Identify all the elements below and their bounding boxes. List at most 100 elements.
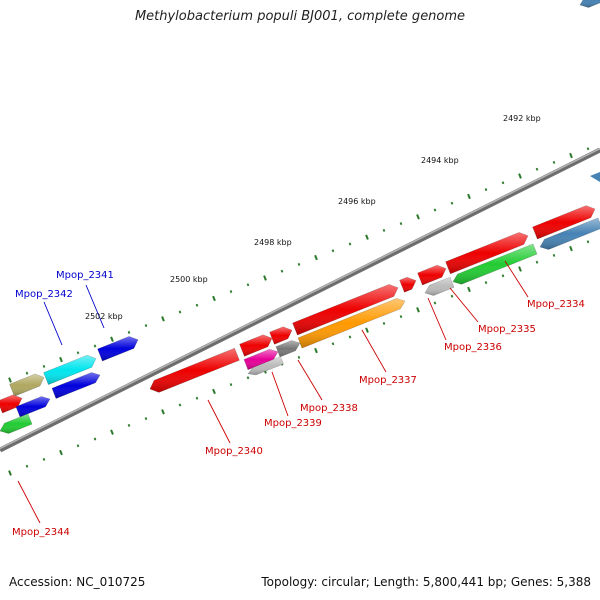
tick-mark: [535, 260, 539, 264]
tick-mark: [467, 286, 471, 293]
gene-block-small-shading: [399, 277, 416, 293]
label-leader: [361, 329, 387, 373]
tick-label: 2496 kbp: [338, 197, 376, 206]
tick-mark: [552, 160, 556, 164]
tick-mark: [314, 347, 318, 354]
tick-mark: [331, 342, 335, 346]
gene-label-mpop_2341[interactable]: Mpop_2341: [56, 270, 114, 281]
gene-label-mpop_2334[interactable]: Mpop_2334: [527, 299, 585, 310]
gene-label-mpop_2342[interactable]: Mpop_2342: [15, 289, 73, 300]
tick-mark: [314, 254, 318, 261]
tick-mark: [246, 376, 250, 380]
tick-mark: [161, 316, 165, 322]
tick-mark: [484, 188, 488, 192]
tick-mark: [42, 457, 46, 461]
tick-mark: [8, 470, 12, 476]
gene-block-blue2-shading: [52, 372, 100, 399]
label-leader: [207, 399, 231, 444]
tick-mark: [25, 371, 29, 375]
tick-mark: [127, 423, 131, 427]
tick-mark: [399, 222, 403, 226]
tick-label: 2494 kbp: [421, 156, 459, 165]
label-leader: [297, 359, 323, 401]
tick-mark: [450, 294, 454, 298]
gene-features: [0, 0, 600, 434]
tick-label: 2502 kbp: [85, 312, 123, 321]
tick-mark: [263, 275, 267, 281]
label-leader: [85, 284, 105, 329]
outer-tick-ring: [8, 147, 590, 383]
gene-block-2339-shading: [244, 349, 278, 370]
map-title: Methylobacterium populi BJ001, complete …: [134, 9, 466, 24]
gene-block-2337-shading: [298, 298, 405, 349]
tick-mark: [195, 396, 199, 400]
gene-block-2336-shading: [417, 265, 446, 285]
tick-mark: [297, 262, 301, 266]
tick-mark: [42, 364, 46, 368]
gene-block-top-shading: [580, 0, 600, 8]
label-leader: [504, 260, 529, 298]
gene-block-2334-shading: [532, 205, 595, 239]
tick-mark: [382, 321, 386, 325]
tick-mark: [229, 383, 233, 387]
tick-mark: [93, 437, 97, 441]
tick-mark: [178, 403, 182, 407]
gene-block-2344-shading: [0, 413, 32, 434]
gene-block-2337a-shading: [292, 284, 398, 335]
gene-label-mpop_2338[interactable]: Mpop_2338: [300, 403, 358, 414]
tick-mark: [161, 409, 165, 415]
gene-label-mpop_2335[interactable]: Mpop_2335: [478, 324, 536, 335]
tick-mark: [535, 167, 539, 171]
tick-labels: 2492 kbp 2494 kbp 2496 kbp 2498 kbp 2500 kbp…: [85, 114, 541, 321]
label-leader: [17, 480, 41, 524]
tick-mark: [229, 290, 233, 294]
tick-mark: [25, 464, 29, 468]
tick-mark: [110, 429, 114, 435]
tick-mark: [484, 281, 488, 285]
tick-mark: [450, 201, 454, 205]
tick-mark: [467, 193, 471, 200]
tick-mark: [246, 283, 250, 287]
tick-mark: [127, 330, 131, 334]
tick-mark: [331, 249, 335, 253]
tick-mark: [212, 295, 216, 302]
tick-label: 2498 kbp: [254, 238, 292, 247]
tick-mark: [586, 147, 590, 151]
gene-block-2341-shading: [97, 336, 138, 361]
tick-mark: [348, 242, 352, 246]
gene-block-green-shading: [453, 243, 537, 285]
tick-mark: [365, 327, 369, 333]
tick-mark: [178, 310, 182, 314]
gene-block-2344a-shading: [0, 394, 22, 413]
gene-block-steel-shading: [540, 217, 600, 250]
gene-label-mpop_2344[interactable]: Mpop_2344: [12, 527, 70, 538]
tick-mark: [382, 228, 386, 232]
tick-mark: [365, 234, 369, 240]
tick-mark: [501, 274, 505, 278]
tick-mark: [552, 253, 556, 257]
tick-mark: [8, 377, 12, 383]
gene-block-2335-shading: [425, 277, 454, 296]
gene-block-2340-shading: [150, 348, 240, 393]
tick-mark: [518, 173, 522, 179]
gene-labels: Mpop_2334 Mpop_2335 Mpop_2336 Mpop_2337 Mpop…: [12, 260, 585, 538]
gene-label-mpop_2339[interactable]: Mpop_2339: [264, 418, 322, 429]
gene-label-mpop_2340[interactable]: Mpop_2340: [205, 446, 263, 457]
inner-tick-ring: [8, 240, 590, 476]
tick-mark: [110, 336, 114, 342]
topology-summary: Topology: circular; Length: 5,800,441 bp…: [261, 575, 591, 589]
tick-mark: [518, 266, 522, 272]
gene-label-mpop_2337[interactable]: Mpop_2337: [359, 375, 417, 386]
gene-block-2342-shading: [43, 355, 96, 385]
tick-mark: [416, 307, 420, 313]
tick-mark: [76, 444, 80, 448]
tick-mark: [416, 214, 420, 220]
tick-mark: [569, 245, 573, 252]
gene-label-mpop_2336[interactable]: Mpop_2336: [444, 342, 502, 353]
gene-block-edge: [590, 172, 600, 182]
tick-label: 2500 kbp: [170, 275, 208, 284]
tick-mark: [433, 208, 437, 212]
tick-label: 2492 kbp: [503, 114, 541, 123]
tick-mark: [280, 269, 284, 273]
tick-mark: [569, 152, 573, 159]
